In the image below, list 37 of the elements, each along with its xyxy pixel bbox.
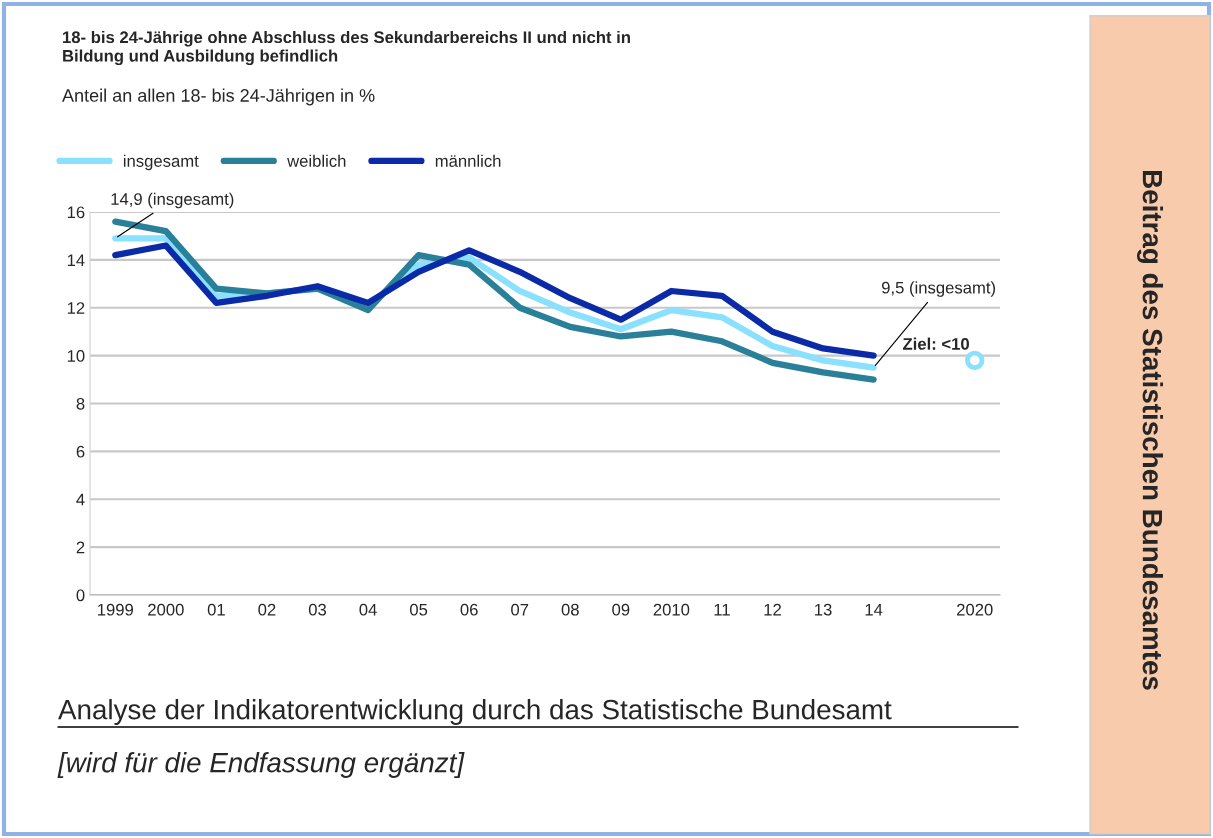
y-tick-label: 6 <box>76 445 85 458</box>
x-tick-label: 05 <box>409 603 428 616</box>
x-tick-label: 2010 <box>653 603 690 616</box>
chart-title: 18- bis 24-Jährige ohne Abschluss des Sekundarbereichs II und nicht in Bildung und Ausbildung befindlich <box>63 30 630 66</box>
x-tick-label: 08 <box>561 603 579 616</box>
y-tick-label: 12 <box>67 302 85 314</box>
annotation: 14,9 (insgesamt) <box>111 192 234 209</box>
text: Analyse der Indikatorentwicklung durch das Statistische Bundesamt <box>58 699 892 725</box>
x-tick-label: 13 <box>815 603 832 616</box>
y-tick-label: 2 <box>76 541 85 554</box>
annotation: Ziel: <10 <box>903 337 969 350</box>
x-tick-label: 02 <box>258 603 276 616</box>
x-tick-label: 06 <box>460 603 478 616</box>
x-tick-label: 2020 <box>957 603 993 616</box>
x-tick-label: 03 <box>308 603 327 616</box>
y-tick-label: 4 <box>76 493 85 506</box>
x-tick-label: 04 <box>359 603 377 616</box>
x-tick-label: 14 <box>865 603 883 616</box>
x-tick-label: 12 <box>764 603 781 616</box>
x-tick-label: 09 <box>612 603 630 616</box>
y-tick-label: 16 <box>67 206 85 219</box>
text: [wird für die Endfassung ergänzt] <box>57 752 465 778</box>
x-tick-label: 11 <box>714 603 730 616</box>
x-tick-label: 2000 <box>148 603 184 616</box>
x-tick-label: 1999 <box>98 603 134 616</box>
x-tick-label: 07 <box>511 603 529 616</box>
text: Beitrag des Statistischen Bundesamtes <box>1136 170 1164 690</box>
legend-label: insgesamt <box>123 154 199 171</box>
annotation: 9,5 (insgesamt) <box>881 281 996 297</box>
x-tick-label: 01 <box>207 603 225 616</box>
y-tick-label: 0 <box>76 589 85 602</box>
legend-label: weiblich <box>287 154 346 167</box>
y-tick-label: 10 <box>67 350 85 362</box>
legend-label: männlich <box>435 154 501 167</box>
chart-subtitle: Anteil an allen 18- bis 24-Jährigen in % <box>62 88 375 106</box>
y-tick-label: 14 <box>67 254 85 266</box>
y-tick-label: 8 <box>76 397 85 410</box>
